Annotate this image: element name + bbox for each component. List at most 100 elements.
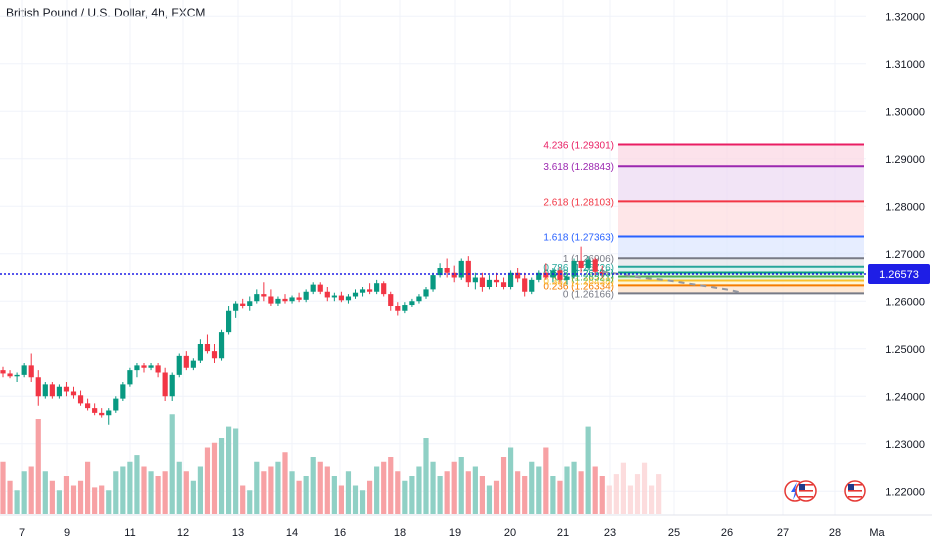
candle-body[interactable]	[204, 344, 211, 352]
volume-bar	[296, 480, 302, 514]
volume-bar	[240, 485, 246, 514]
candle-body[interactable]	[444, 268, 450, 273]
candle-body[interactable]	[113, 398, 119, 411]
candle-body[interactable]	[374, 283, 380, 292]
price-tick-label: 1.28000	[885, 201, 925, 213]
candle-body[interactable]	[564, 276, 570, 280]
candle-body[interactable]	[14, 374, 20, 377]
candle-body[interactable]	[338, 295, 344, 301]
candle-body[interactable]	[578, 260, 584, 268]
volume-bar	[204, 447, 211, 514]
candle-body[interactable]	[155, 365, 161, 373]
candle-body[interactable]	[148, 365, 154, 368]
candle-body[interactable]	[92, 408, 98, 413]
candle-body[interactable]	[359, 289, 366, 293]
candle-body[interactable]	[240, 303, 246, 306]
candle-body[interactable]	[106, 410, 112, 416]
candle-body[interactable]	[77, 395, 84, 404]
candle-body[interactable]	[395, 306, 401, 311]
candle-body[interactable]	[218, 332, 225, 359]
candle-body[interactable]	[183, 355, 189, 368]
candle-body[interactable]	[28, 365, 34, 378]
candle-body[interactable]	[42, 384, 48, 397]
time-tick-label: 21	[557, 527, 569, 539]
candle-body[interactable]	[571, 260, 577, 277]
candle-body[interactable]	[430, 275, 436, 290]
volume-bar	[564, 466, 570, 514]
candle-body[interactable]	[515, 272, 521, 279]
candle-body[interactable]	[388, 294, 394, 306]
candle-body[interactable]	[226, 310, 232, 333]
candle-body[interactable]	[324, 291, 330, 298]
candle-body[interactable]	[275, 298, 281, 304]
candle-body[interactable]	[63, 386, 70, 392]
candle-body[interactable]	[367, 289, 373, 292]
candle-body[interactable]	[233, 303, 239, 311]
candle-body[interactable]	[592, 259, 598, 272]
candle-body[interactable]	[303, 291, 309, 300]
us-flag-event-icon[interactable]	[795, 480, 817, 502]
candle-body[interactable]	[190, 360, 196, 368]
candle-body[interactable]	[585, 259, 591, 268]
candle-body[interactable]	[500, 282, 507, 287]
candle-body[interactable]	[56, 386, 62, 397]
candle-body[interactable]	[493, 279, 500, 283]
candle-body[interactable]	[416, 296, 422, 302]
candle-body[interactable]	[85, 403, 91, 409]
candle-body[interactable]	[437, 268, 443, 276]
candle-body[interactable]	[162, 372, 168, 397]
candle-body[interactable]	[99, 412, 105, 416]
candle-body[interactable]	[21, 365, 27, 375]
candle-body[interactable]	[486, 279, 493, 287]
candle-body[interactable]	[536, 272, 542, 280]
volume-bar	[550, 476, 556, 514]
candle-body[interactable]	[0, 370, 6, 374]
candle-body[interactable]	[35, 377, 41, 397]
candle-body[interactable]	[310, 284, 316, 292]
time-tick-label: 20	[504, 527, 516, 539]
candle-body[interactable]	[70, 391, 77, 396]
us-flag-event-icon[interactable]	[844, 480, 866, 502]
candle-body[interactable]	[282, 298, 288, 302]
candle-body[interactable]	[557, 270, 563, 280]
candle-body[interactable]	[120, 384, 126, 399]
candle-body[interactable]	[197, 344, 203, 361]
candle-body[interactable]	[345, 296, 352, 301]
volume-bar	[148, 471, 154, 514]
current-price-badge[interactable]	[868, 264, 930, 285]
candle-body[interactable]	[296, 297, 302, 300]
candle-body[interactable]	[458, 260, 464, 278]
candle-body[interactable]	[134, 365, 140, 371]
candle-body[interactable]	[169, 374, 175, 397]
candle-body[interactable]	[7, 373, 13, 377]
candle-body[interactable]	[409, 301, 415, 306]
candle-body[interactable]	[543, 272, 549, 278]
candle-body[interactable]	[331, 295, 337, 298]
candle-body[interactable]	[529, 279, 535, 292]
candle-body[interactable]	[254, 294, 260, 302]
candle-body[interactable]	[381, 283, 387, 295]
candle-body[interactable]	[268, 296, 274, 304]
volume-bar	[543, 447, 549, 514]
candle-body[interactable]	[423, 289, 429, 297]
candle-body[interactable]	[211, 351, 218, 359]
volume-bar	[14, 490, 20, 514]
candle-body[interactable]	[141, 365, 147, 368]
candle-body[interactable]	[352, 292, 359, 297]
candle-body[interactable]	[176, 355, 182, 375]
candle-body[interactable]	[479, 277, 485, 288]
candle-body[interactable]	[49, 384, 55, 397]
candle-body[interactable]	[522, 278, 528, 292]
volume-bar	[472, 466, 478, 514]
candle-body[interactable]	[127, 370, 133, 385]
candle-body[interactable]	[317, 284, 323, 292]
candle-body[interactable]	[261, 294, 267, 297]
candle-body[interactable]	[508, 272, 514, 287]
candle-body[interactable]	[465, 260, 471, 283]
candle-body[interactable]	[472, 277, 478, 283]
candle-body[interactable]	[402, 305, 408, 311]
candle-body[interactable]	[451, 272, 457, 278]
candle-body[interactable]	[289, 297, 295, 302]
candle-body[interactable]	[247, 301, 253, 306]
